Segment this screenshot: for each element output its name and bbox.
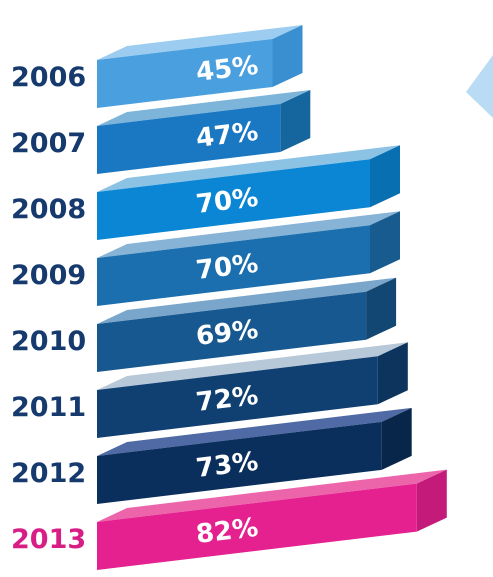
year-label: 2006 bbox=[11, 62, 86, 93]
bar-value-label: 82% bbox=[194, 513, 259, 550]
year-label: 2010 bbox=[11, 326, 86, 357]
bar-value-label: 73% bbox=[194, 447, 259, 484]
decorative-arrow-shape bbox=[466, 55, 493, 118]
bar-2009: 70% bbox=[97, 211, 400, 306]
year-label: 2013 bbox=[11, 524, 86, 555]
bar-value-label: 47% bbox=[194, 117, 259, 154]
bar-front-face bbox=[97, 104, 281, 174]
bar-value-label: 69% bbox=[194, 315, 259, 352]
bar-front-face bbox=[97, 159, 370, 240]
bar-front-face bbox=[97, 38, 273, 108]
bar-side-face bbox=[370, 145, 400, 208]
labels-layer: 2006 2007 2008 2009 2010 2011 2012 2013 bbox=[11, 62, 86, 555]
bar-2013: 82% bbox=[97, 469, 447, 570]
year-label: 2008 bbox=[11, 194, 86, 225]
bar-side-face bbox=[272, 24, 303, 87]
bar-2012: 73% bbox=[97, 407, 412, 504]
bar-top-face bbox=[97, 90, 311, 126]
bar-top-face bbox=[97, 407, 412, 456]
bar-2008: 70% bbox=[97, 145, 400, 240]
bar-side-face bbox=[381, 407, 412, 470]
year-label: 2007 bbox=[11, 128, 86, 159]
bar-value-label: 45% bbox=[194, 51, 259, 88]
bar-value-label: 70% bbox=[194, 183, 259, 220]
bar-top-face bbox=[97, 342, 408, 390]
bar-top-face bbox=[97, 145, 400, 192]
year-label: 2012 bbox=[11, 458, 86, 489]
bar-value-label: 70% bbox=[194, 249, 259, 286]
bar-side-face bbox=[280, 90, 311, 153]
bar-front-face bbox=[97, 421, 382, 504]
bar-side-face bbox=[416, 469, 447, 532]
bar-top-face bbox=[97, 469, 447, 522]
bar-2011: 72% bbox=[97, 342, 408, 438]
year-label: 2009 bbox=[11, 260, 86, 291]
bar-top-face bbox=[97, 24, 303, 60]
bar-front-face bbox=[97, 225, 370, 306]
bar-top-face bbox=[97, 277, 397, 324]
bar-2006: 45% bbox=[97, 24, 303, 108]
bar-top-face bbox=[97, 211, 400, 258]
bar-front-face bbox=[97, 483, 417, 570]
bar-2010: 69% bbox=[97, 277, 397, 372]
bar-2007: 47% bbox=[97, 90, 311, 174]
bar-side-face bbox=[370, 211, 400, 274]
bars-layer: 45% 47% 70% 70% 69% 72% 73% 82% bbox=[97, 24, 493, 570]
bar-value-label: 72% bbox=[194, 381, 259, 418]
bar-side-face bbox=[366, 277, 397, 340]
bar-front-face bbox=[97, 291, 367, 372]
bar-side-face bbox=[377, 342, 408, 405]
year-label: 2011 bbox=[11, 392, 86, 423]
bar-front-face bbox=[97, 356, 378, 438]
